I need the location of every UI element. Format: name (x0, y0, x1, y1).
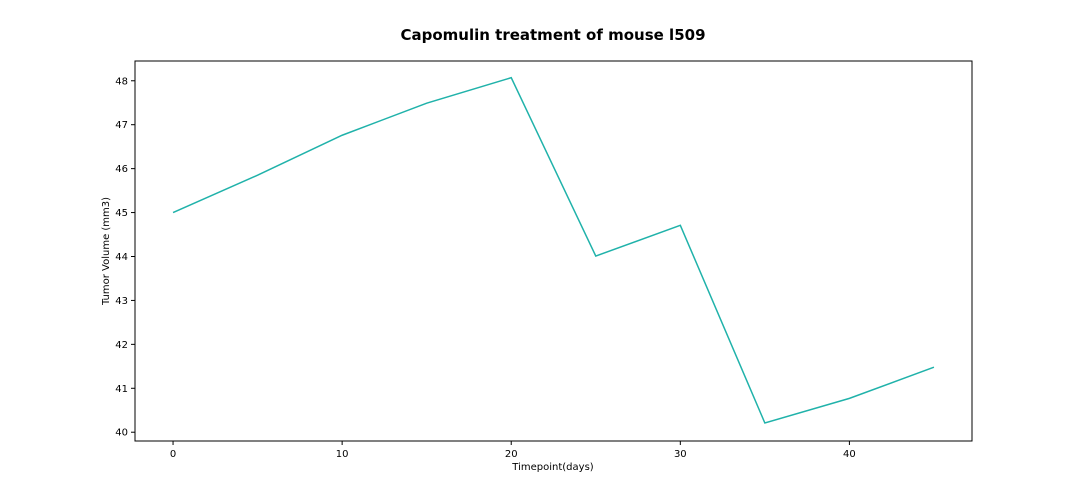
series-layer (172, 76, 935, 424)
x-tick-label: 40 (843, 449, 856, 460)
x-tick-label: 10 (336, 449, 349, 460)
y-tick-label: 40 (115, 428, 128, 439)
x-axis: 0 10 20 30 40 (170, 441, 856, 460)
x-axis-label: Timepoint(days) (511, 462, 593, 473)
x-tick-label: 20 (505, 449, 518, 460)
y-tick-label: 48 (115, 76, 128, 87)
y-tick-label: 44 (115, 252, 128, 263)
plot-area (134, 60, 973, 442)
x-tick-label: 0 (170, 449, 176, 460)
series-line (172, 76, 935, 424)
y-axis-label: Tumor Volume (mm3) (101, 197, 112, 306)
y-tick-label: 45 (115, 208, 128, 219)
y-tick-label: 41 (115, 384, 128, 395)
chart-title: Capomulin treatment of mouse l509 (400, 26, 705, 44)
y-tick-label: 43 (115, 296, 128, 307)
y-tick-label: 46 (115, 164, 128, 175)
y-axis: 40 41 42 43 44 45 46 47 48 (115, 76, 135, 439)
y-tick-label: 42 (115, 340, 128, 351)
y-tick-label: 47 (115, 120, 128, 131)
x-tick-label: 30 (674, 449, 687, 460)
